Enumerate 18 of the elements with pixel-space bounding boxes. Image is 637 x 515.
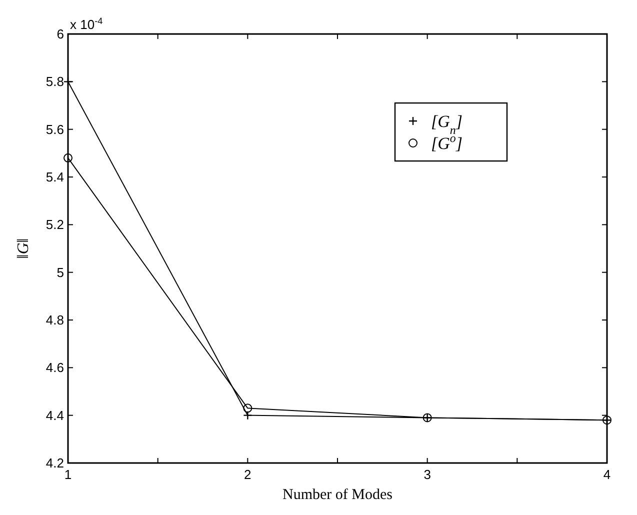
x-tick-label: 2: [244, 467, 252, 482]
legend-label: [G$_{n}$]: [431, 112, 462, 137]
y-tick-label: 5.4: [46, 170, 64, 184]
x-tick-label: 1: [64, 467, 72, 482]
x-axis-title: Number of Modes: [282, 487, 393, 503]
y-tick-label: 4.6: [46, 360, 64, 376]
y-tick-label: 4.2: [46, 456, 64, 470]
x-tick-label: 3: [424, 467, 431, 482]
y-tick-label: 5.6: [46, 122, 64, 137]
y-axis-title: ‖G‖: [15, 238, 32, 259]
text: x 10$^{-4}$: [70, 16, 103, 32]
y-tick-label: 6: [56, 26, 64, 42]
y-tick-label: 5: [56, 264, 64, 280]
y-tick-label: 4.4: [46, 408, 64, 423]
y-tick-label: 5.2: [46, 217, 64, 232]
x-tick-label: 4: [603, 467, 611, 482]
y-tick-label: 5.8: [46, 74, 64, 90]
y-tick-label: 4.8: [46, 312, 64, 328]
